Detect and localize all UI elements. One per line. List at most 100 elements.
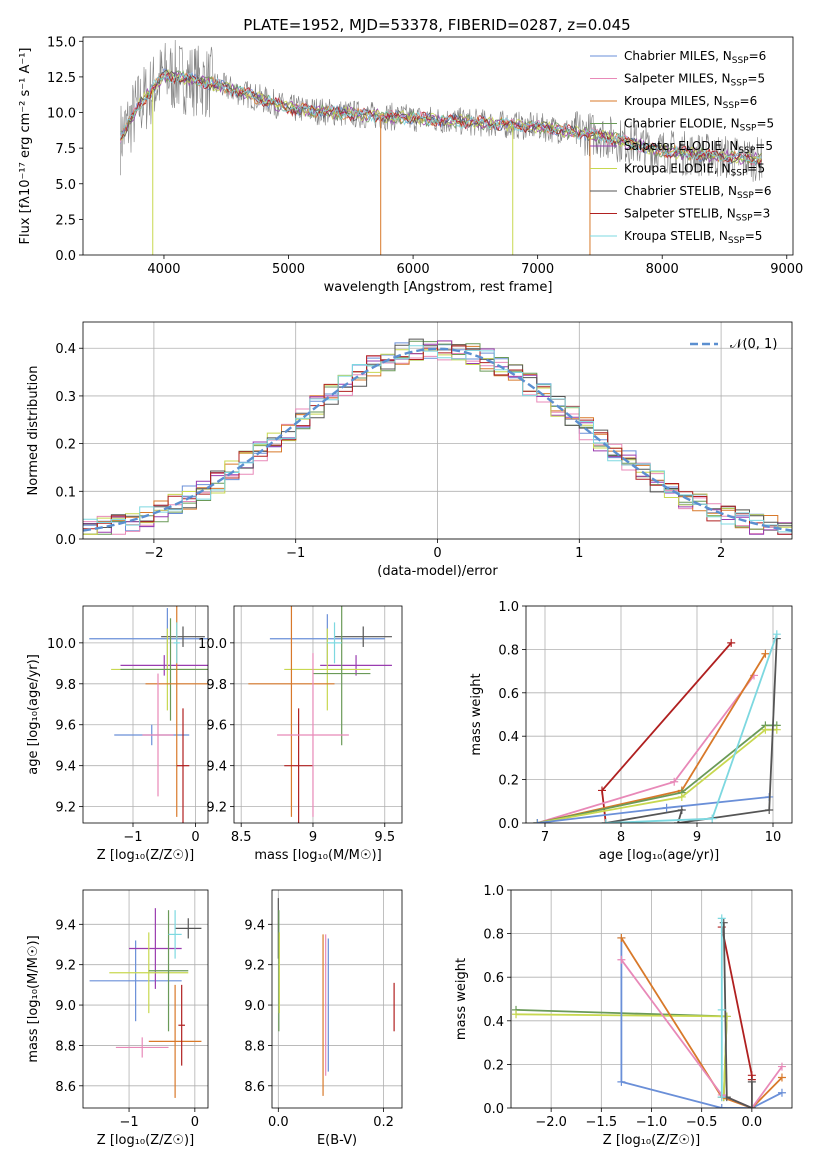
- legend-sub: SSP: [728, 236, 745, 246]
- y-tick-label: 5.0: [55, 178, 76, 193]
- legend-text: Salpeter ELODIE, N: [624, 139, 738, 153]
- y-tick-label: 10.0: [47, 637, 76, 652]
- x-tick-label: 5000: [272, 262, 305, 277]
- age-vs-metallicity-panel: −1 0 9.2 9.4 9.6 9.8 10.0 Z [log₁₀(Z/Z☉)] age [l…: [26, 605, 209, 863]
- y-tick-label: 9.8: [55, 678, 76, 693]
- mass-vs-metallicity-panel: −1 0 8.6 8.8 9.0 9.2 9.4 Z [log₁₀(Z/Z☉)] mass [l…: [26, 889, 209, 1148]
- plot-area: [83, 338, 792, 535]
- spectrum-panel: 4000 5000 6000 7000 8000 9000 0.0 2.5 5.0 7.5 10.0…: [18, 35, 803, 295]
- axes-frame: [271, 889, 403, 1109]
- y-tick-label: 9.2: [244, 959, 265, 974]
- legend-sub: SSP: [738, 146, 755, 156]
- weight-line-cs: [722, 922, 753, 1108]
- x-axis-label: Z [log₁₀(Z/Z☉)]: [97, 848, 194, 863]
- x-tick-label: −1.0: [636, 1115, 668, 1130]
- errorbar-ss: [176, 708, 190, 823]
- errorbar-ke: [284, 628, 371, 711]
- y-axis-label: mass weight: [454, 958, 469, 1040]
- legend-entry: Chabrier MILES, NSSP=6: [624, 49, 766, 66]
- weight-marker: [747, 1077, 756, 1086]
- errorbar-cs: [175, 918, 202, 939]
- x-tick-label: 6000: [397, 262, 430, 277]
- legend-entry: Kroupa STELIB, NSSP=5: [624, 229, 762, 246]
- axes-frame: [82, 889, 209, 1109]
- x-tick-label: 0: [191, 830, 199, 845]
- weight-marker: [677, 805, 686, 814]
- errorbar-sm: [142, 673, 174, 797]
- weight-marker: [727, 638, 736, 647]
- weight-line-km: [537, 653, 767, 823]
- y-tick-label: 0.8: [483, 928, 504, 943]
- histogram-ks: [83, 345, 792, 533]
- weight-vs-metallicity-panel: −2.0 −1.5 −1.0 −0.5 0.0 0.0 0.2 0.4 0.6 0.8 1.0 Z […: [454, 884, 793, 1148]
- weight-marker: [717, 1005, 726, 1014]
- weight-marker: [777, 1062, 786, 1071]
- x-axis-label: E(B-V): [317, 1133, 357, 1148]
- weight-marker: [677, 792, 686, 801]
- y-axis-label: Flux [fλ10⁻¹⁷ erg cm⁻² s⁻¹ A⁻¹]: [18, 48, 33, 245]
- y-tick-label: 8.8: [244, 1039, 265, 1054]
- y-tick-label: 9.2: [55, 959, 76, 974]
- weight-marker: [777, 1073, 786, 1082]
- legend-text: Salpeter STELIB, N: [624, 207, 736, 221]
- errorbar-se: [120, 655, 208, 676]
- weight-line-cm: [620, 938, 783, 1108]
- x-tick-label: 1: [575, 546, 583, 561]
- plot-area: [89, 908, 202, 1098]
- legend-entry: Kroupa ELODIE, NSSP=5: [624, 162, 765, 179]
- legend-sub: SSP: [731, 79, 748, 89]
- axes-frame: [510, 889, 793, 1109]
- x-axis-label: Z [log₁₀(Z/Z☉)]: [603, 1133, 700, 1148]
- y-tick-label: 9.4: [244, 918, 265, 933]
- legend-text: Chabrier STELIB, N: [624, 184, 737, 198]
- axes-frame: [82, 605, 209, 824]
- y-tick-label: 10.0: [198, 637, 227, 652]
- legend-entry: Salpeter MILES, NSSP=5: [624, 72, 765, 89]
- errorbar-ks: [168, 910, 182, 959]
- errorbar-sm: [115, 1037, 169, 1058]
- weight-marker: [598, 786, 606, 795]
- y-tick-label: 8.8: [55, 1039, 76, 1054]
- x-axis-label: wavelength [Angstrom, rest frame]: [324, 280, 553, 295]
- y-tick-label: 9.4: [55, 760, 76, 775]
- axes-frame: [82, 36, 794, 256]
- y-tick-label: 2.5: [55, 213, 76, 228]
- weight-line-ce: [537, 724, 777, 823]
- y-tick-label: 9.4: [206, 760, 227, 775]
- axes-frame: [525, 605, 793, 824]
- y-tick-label: 0.4: [483, 1015, 504, 1030]
- y-tick-label: 0.6: [498, 687, 519, 702]
- x-tick-label: −2: [144, 546, 163, 561]
- legend-entry: Chabrier ELODIE, NSSP=5: [624, 117, 774, 134]
- weight-marker: [765, 805, 774, 814]
- errorbar-cs: [161, 626, 205, 647]
- errorbar-cm: [89, 940, 182, 1022]
- y-tick-label: 0.2: [55, 438, 76, 453]
- x-tick-label: 10: [765, 830, 782, 845]
- x-tick-label: 2: [717, 546, 725, 561]
- x-axis-label: (data-model)/error: [377, 564, 498, 579]
- legend-sub: SSP: [736, 214, 753, 224]
- x-tick-label: 0.0: [742, 1115, 763, 1130]
- x-tick-label: 9: [309, 830, 317, 845]
- y-tick-label: 0.6: [483, 971, 504, 986]
- legend-sub: SSP: [740, 124, 757, 134]
- errorbar-cs: [334, 626, 392, 647]
- y-tick-label: 0.2: [483, 1058, 504, 1073]
- y-tick-label: 9.4: [55, 918, 76, 933]
- model-spectrum-ss: [120, 71, 762, 166]
- y-tick-label: 1.0: [498, 600, 519, 615]
- y-tick-label: 15.0: [47, 35, 76, 50]
- legend-tail: =6: [740, 94, 758, 108]
- weight-marker: [717, 1104, 726, 1108]
- plot-area: [89, 606, 208, 823]
- legend-text: Chabrier MILES, N: [624, 49, 732, 63]
- legend-text: Kroupa STELIB, N: [624, 229, 728, 243]
- y-tick-label: 9.2: [55, 801, 76, 816]
- y-tick-label: 12.5: [47, 71, 76, 86]
- residual-histogram-panel: −2 −1 0 1 2 0.0 0.1 0.2 0.3 0.4 (data-model)/error…: [26, 321, 793, 579]
- y-tick-label: 0.3: [55, 390, 76, 405]
- x-tick-label: 0: [191, 1115, 199, 1130]
